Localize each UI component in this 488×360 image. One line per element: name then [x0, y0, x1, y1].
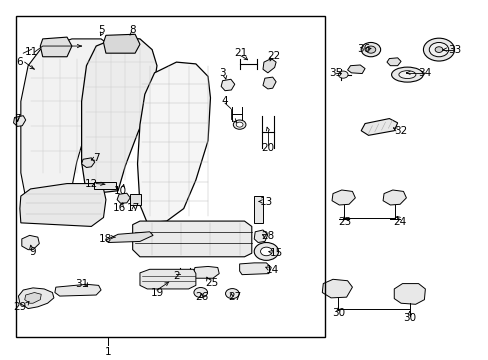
Polygon shape — [393, 284, 425, 304]
Polygon shape — [25, 293, 41, 303]
Text: 22: 22 — [266, 51, 280, 61]
Text: 17: 17 — [127, 203, 140, 213]
Text: 29: 29 — [13, 302, 26, 312]
Text: 32: 32 — [394, 126, 407, 136]
Text: 24: 24 — [393, 217, 406, 227]
Circle shape — [366, 46, 375, 53]
Text: 19: 19 — [150, 288, 163, 297]
Circle shape — [236, 122, 243, 127]
Text: 31: 31 — [75, 279, 88, 289]
Polygon shape — [322, 279, 352, 298]
Text: 21: 21 — [233, 48, 247, 58]
Polygon shape — [103, 34, 140, 53]
Polygon shape — [40, 37, 72, 57]
Text: 5: 5 — [98, 25, 104, 35]
Polygon shape — [137, 62, 210, 223]
Polygon shape — [22, 235, 39, 249]
Bar — [254, 196, 263, 223]
Polygon shape — [14, 116, 26, 126]
Text: 26: 26 — [195, 292, 208, 302]
Polygon shape — [386, 58, 400, 66]
Polygon shape — [117, 193, 130, 203]
Text: 28: 28 — [261, 231, 274, 242]
Polygon shape — [263, 77, 276, 89]
Text: 2: 2 — [173, 271, 180, 281]
Polygon shape — [331, 190, 355, 205]
Polygon shape — [81, 37, 157, 194]
Text: 12: 12 — [84, 179, 98, 189]
Polygon shape — [193, 266, 219, 278]
Polygon shape — [21, 39, 116, 198]
Circle shape — [225, 289, 239, 298]
Text: 36: 36 — [356, 44, 369, 54]
Circle shape — [434, 47, 442, 53]
Bar — [130, 194, 141, 205]
Text: 13: 13 — [259, 197, 272, 207]
Text: 18: 18 — [99, 234, 112, 244]
Polygon shape — [20, 184, 106, 226]
Circle shape — [423, 38, 454, 61]
Text: 14: 14 — [265, 265, 279, 275]
Circle shape — [338, 71, 347, 78]
Text: 35: 35 — [328, 68, 342, 78]
Polygon shape — [254, 230, 267, 243]
Text: 1: 1 — [105, 347, 111, 357]
Text: 11: 11 — [25, 47, 38, 57]
Polygon shape — [263, 59, 276, 73]
Text: 7: 7 — [93, 153, 100, 163]
Circle shape — [194, 288, 207, 297]
Bar — [16, 16, 324, 337]
Text: 30: 30 — [403, 312, 415, 323]
Circle shape — [428, 42, 448, 57]
Text: 10: 10 — [114, 186, 127, 196]
Bar — [94, 183, 116, 189]
Text: 23: 23 — [337, 217, 350, 227]
Text: 27: 27 — [228, 292, 241, 302]
Polygon shape — [140, 269, 196, 289]
Text: 15: 15 — [269, 248, 282, 258]
Circle shape — [233, 120, 245, 129]
Circle shape — [260, 247, 272, 256]
Circle shape — [254, 243, 278, 260]
Text: 7: 7 — [14, 113, 20, 123]
Polygon shape — [55, 284, 101, 296]
Ellipse shape — [398, 71, 415, 78]
Circle shape — [361, 42, 380, 57]
Text: 20: 20 — [261, 143, 274, 153]
Ellipse shape — [391, 67, 422, 82]
Text: 4: 4 — [221, 96, 228, 107]
Polygon shape — [106, 232, 153, 243]
Text: 33: 33 — [447, 45, 460, 55]
Text: 8: 8 — [129, 25, 136, 35]
Polygon shape — [361, 118, 397, 135]
Polygon shape — [347, 65, 365, 73]
Text: 9: 9 — [30, 247, 36, 257]
Polygon shape — [132, 221, 251, 257]
Text: 3: 3 — [219, 68, 225, 78]
Polygon shape — [221, 79, 234, 91]
Polygon shape — [19, 288, 54, 309]
Text: 16: 16 — [112, 203, 125, 213]
Text: 30: 30 — [331, 308, 344, 318]
Polygon shape — [239, 263, 271, 275]
Text: 6: 6 — [17, 57, 23, 67]
Polygon shape — [382, 190, 406, 205]
Polygon shape — [81, 158, 95, 167]
Text: 34: 34 — [417, 68, 430, 78]
Text: 25: 25 — [204, 278, 218, 288]
